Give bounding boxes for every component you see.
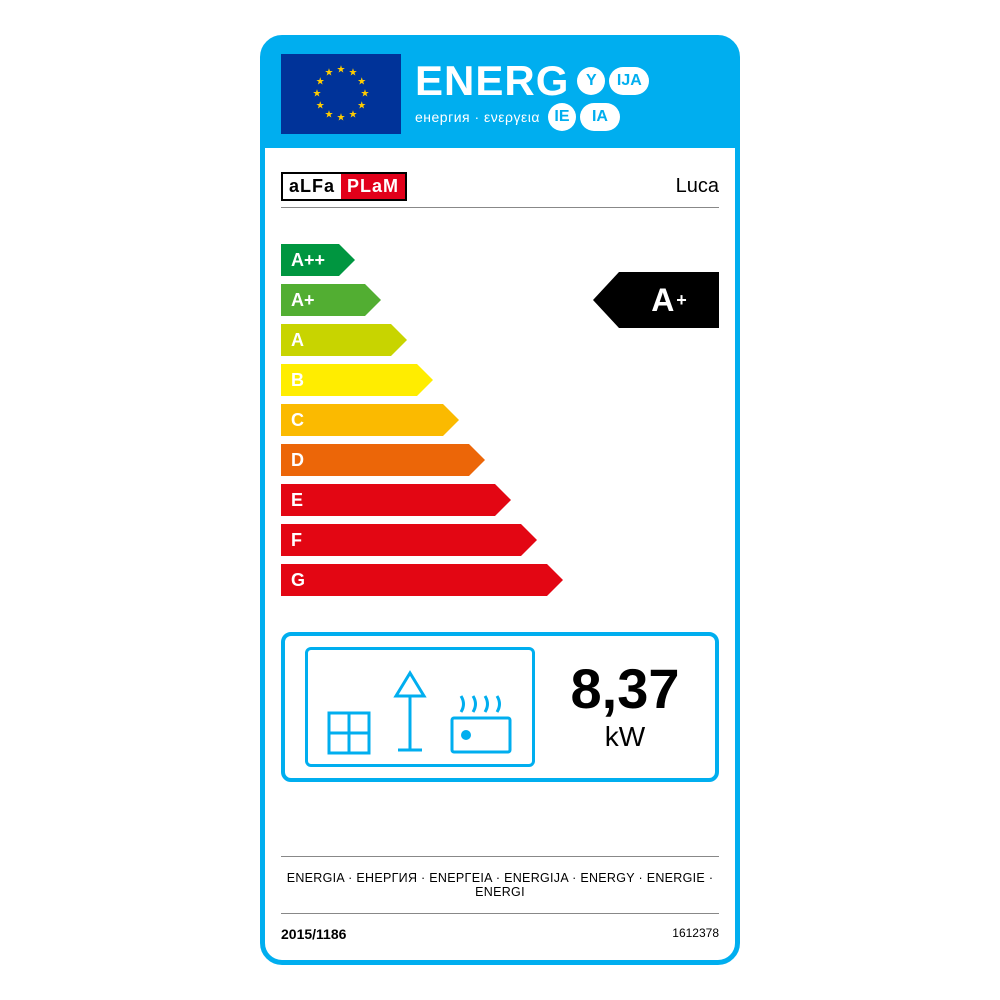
power-unit: kW (555, 721, 695, 753)
rating-arrow-label: G (281, 564, 547, 596)
rating-arrow-B: B (281, 364, 433, 396)
power-value: 8,37 kW (555, 661, 695, 753)
energ-subtitle: енергия · ενεργεια (415, 109, 540, 125)
brand-part2: PLaM (341, 174, 405, 199)
brand-logo: aLFa PLaM (281, 172, 407, 201)
rating-arrow-tip (339, 244, 355, 276)
rating-arrow-G: G (281, 564, 563, 596)
rating-arrow-tip (417, 364, 433, 396)
rating-arrow-A: A (281, 324, 407, 356)
stove-icon (446, 688, 516, 758)
power-box: 8,37 kW (281, 632, 719, 782)
rating-arrow-D: D (281, 444, 485, 476)
eu-flag: ★★★★★★★★★★★★ (281, 54, 401, 134)
rating-arrow-tip (521, 524, 537, 556)
header-band: ★★★★★★★★★★★★ ENERG Y IJA енергия · ενεργ… (265, 40, 735, 148)
rating-arrow-F: F (281, 524, 537, 556)
rating-arrow-label: B (281, 364, 417, 396)
rating-arrow-E: E (281, 484, 511, 516)
product-class-arrow: A+ (593, 272, 719, 328)
energy-label: ★★★★★★★★★★★★ ENERG Y IJA енергия · ενεργ… (260, 35, 740, 965)
brand-part1: aLFa (283, 174, 341, 199)
power-number: 8,37 (555, 661, 695, 717)
rating-arrow-label: A+ (281, 284, 365, 316)
product-class-body: A+ (619, 272, 719, 328)
product-class-tip (593, 272, 619, 328)
rating-arrow-label: D (281, 444, 469, 476)
badge-y: Y (577, 67, 605, 95)
brand-model-row: aLFa PLaM Luca (281, 172, 719, 208)
badge-ija: IJA (609, 67, 649, 95)
eu-stars: ★★★★★★★★★★★★ (311, 64, 371, 124)
rating-arrow-C: C (281, 404, 459, 436)
label-footer: ENERGIA · ЕНЕРГИЯ · ΕΝΕΡΓΕΙΑ · ENERGIJA … (281, 856, 719, 942)
rating-arrow-label: A (281, 324, 391, 356)
rating-arrow-tip (443, 404, 459, 436)
energy-translations: ENERGIA · ЕНЕРГИЯ · ΕΝΕΡΓΕΙΑ · ENERGIJA … (281, 856, 719, 914)
rating-arrow-Aplusplus: A++ (281, 244, 355, 276)
rating-arrow-label: C (281, 404, 443, 436)
energ-row2: енергия · ενεργεια IE IA (415, 103, 719, 131)
rating-arrow-label: E (281, 484, 495, 516)
lamp-icon (390, 668, 430, 758)
badge-ia: IA (580, 103, 620, 131)
rating-arrow-tip (469, 444, 485, 476)
heater-pictograms (305, 647, 535, 767)
rating-arrow-tip (365, 284, 381, 316)
footer-bottom-row: 2015/1186 1612378 (281, 926, 719, 942)
regulation-number: 2015/1186 (281, 926, 346, 942)
energ-block: ENERG Y IJA енергия · ενεργεια IE IA (415, 57, 719, 131)
badge-ie: IE (548, 103, 576, 131)
window-icon (324, 708, 374, 758)
rating-arrow-label: A++ (281, 244, 339, 276)
efficiency-scale: A+ A++A+ABCDEFG (281, 244, 719, 604)
rating-arrow-tip (547, 564, 563, 596)
rating-arrow-label: F (281, 524, 521, 556)
model-name: Luca (676, 175, 719, 198)
rating-arrow-tip (391, 324, 407, 356)
product-class-letter: A (651, 282, 674, 319)
energ-word: ENERG (415, 57, 569, 105)
label-id: 1612378 (672, 926, 719, 942)
energ-row1: ENERG Y IJA (415, 57, 719, 105)
product-class-sup: + (676, 290, 687, 311)
rating-arrow-tip (495, 484, 511, 516)
rating-arrow-Aplus: A+ (281, 284, 381, 316)
